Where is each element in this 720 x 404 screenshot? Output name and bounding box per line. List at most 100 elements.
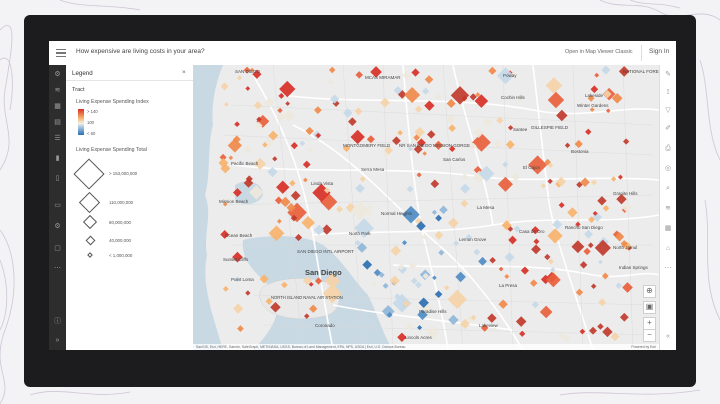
tract-symbol[interactable] bbox=[505, 140, 515, 150]
tract-symbol[interactable] bbox=[588, 216, 595, 223]
tract-symbol[interactable] bbox=[472, 132, 491, 152]
tract-symbol[interactable] bbox=[393, 86, 403, 95]
tract-symbol[interactable] bbox=[236, 75, 243, 81]
tract-symbol[interactable] bbox=[304, 313, 310, 319]
tract-symbol[interactable] bbox=[389, 275, 400, 286]
tract-symbol[interactable] bbox=[531, 244, 541, 255]
tract-symbol[interactable] bbox=[402, 240, 408, 246]
tract-symbol[interactable] bbox=[528, 155, 548, 175]
tract-symbol[interactable] bbox=[594, 72, 600, 78]
tract-symbol[interactable] bbox=[556, 176, 567, 187]
list-icon[interactable]: ☰ bbox=[54, 135, 61, 142]
tract-symbol[interactable] bbox=[224, 102, 229, 107]
tract-symbol[interactable] bbox=[315, 132, 322, 139]
expand-icon[interactable]: » bbox=[55, 337, 60, 344]
tract-symbol[interactable] bbox=[504, 273, 510, 279]
tract-symbol[interactable] bbox=[232, 188, 242, 198]
chart-icon[interactable]: ▮ bbox=[55, 155, 60, 162]
tract-symbol[interactable] bbox=[283, 110, 296, 122]
tract-symbol[interactable] bbox=[580, 177, 590, 187]
tract-symbol[interactable] bbox=[362, 259, 373, 270]
tract-symbol[interactable] bbox=[314, 106, 322, 115]
folder-icon[interactable]: ▭ bbox=[54, 202, 61, 209]
tract-symbol[interactable] bbox=[602, 326, 613, 338]
tract-symbol[interactable] bbox=[430, 179, 440, 189]
tract-symbol[interactable] bbox=[474, 94, 489, 108]
tract-symbol[interactable] bbox=[404, 86, 421, 104]
tract-symbol[interactable] bbox=[276, 218, 282, 224]
tract-symbol[interactable] bbox=[277, 107, 283, 114]
tract-symbol[interactable] bbox=[494, 139, 503, 148]
tract-symbol[interactable] bbox=[343, 108, 353, 118]
tract-symbol[interactable] bbox=[460, 79, 466, 85]
tract-symbol[interactable] bbox=[547, 162, 554, 169]
tract-symbol[interactable] bbox=[285, 101, 290, 106]
tract-symbol[interactable] bbox=[359, 176, 366, 182]
basemap-icon[interactable]: ▦ bbox=[664, 225, 672, 232]
tract-symbol[interactable] bbox=[594, 239, 611, 256]
tract-symbol[interactable] bbox=[584, 229, 593, 239]
tract-symbol[interactable] bbox=[610, 176, 617, 182]
powered-by-esri-link[interactable]: Powered by Esri bbox=[631, 345, 656, 349]
tract-symbol[interactable] bbox=[434, 290, 443, 299]
tract-symbol[interactable] bbox=[590, 85, 599, 94]
tract-symbol[interactable] bbox=[392, 136, 401, 146]
tract-symbol[interactable] bbox=[302, 160, 311, 169]
tract-symbol[interactable] bbox=[237, 325, 244, 333]
tract-symbol[interactable] bbox=[448, 314, 459, 326]
tract-symbol[interactable] bbox=[227, 138, 243, 153]
tract-symbol[interactable] bbox=[548, 258, 554, 265]
tract-symbol[interactable] bbox=[447, 289, 467, 310]
tract-symbol[interactable] bbox=[575, 288, 584, 297]
tract-symbol[interactable] bbox=[413, 134, 420, 141]
tract-symbol[interactable] bbox=[448, 217, 459, 229]
tract-symbol[interactable] bbox=[220, 230, 230, 239]
tract-symbol[interactable] bbox=[602, 205, 610, 212]
tract-symbol[interactable] bbox=[354, 107, 363, 116]
tract-symbol[interactable] bbox=[397, 130, 403, 136]
tract-symbol[interactable] bbox=[511, 172, 521, 182]
sketch-icon[interactable]: ✎ bbox=[665, 71, 671, 78]
tract-symbol[interactable] bbox=[475, 92, 481, 98]
tract-symbol[interactable] bbox=[278, 103, 283, 109]
tract-symbol[interactable] bbox=[278, 92, 285, 99]
edit-icon[interactable]: ✐ bbox=[665, 125, 671, 132]
tract-symbol[interactable] bbox=[601, 65, 611, 75]
tract-symbol[interactable] bbox=[473, 248, 481, 256]
tract-symbol[interactable] bbox=[483, 117, 494, 128]
home-icon[interactable]: ⌂ bbox=[665, 245, 671, 252]
tract-symbol[interactable] bbox=[220, 82, 229, 91]
tract-symbol[interactable] bbox=[610, 332, 620, 342]
expand-icon[interactable]: « bbox=[666, 333, 670, 340]
tract-symbol[interactable] bbox=[290, 142, 298, 150]
tract-symbol[interactable] bbox=[245, 86, 251, 91]
tract-symbol[interactable] bbox=[276, 180, 290, 194]
tract-symbol[interactable] bbox=[366, 209, 373, 217]
tract-symbol[interactable] bbox=[305, 126, 314, 136]
tract-symbol[interactable] bbox=[611, 92, 623, 104]
tract-symbol[interactable] bbox=[562, 334, 571, 343]
table-icon[interactable]: ▤ bbox=[54, 119, 61, 126]
tract-symbol[interactable] bbox=[219, 153, 227, 161]
tract-symbol[interactable] bbox=[245, 290, 251, 296]
info-icon[interactable]: ⓘ bbox=[54, 318, 61, 325]
tract-symbol[interactable] bbox=[470, 314, 477, 321]
tract-symbol[interactable] bbox=[459, 319, 470, 329]
tract-symbol[interactable] bbox=[496, 67, 514, 85]
tract-symbol[interactable] bbox=[392, 293, 412, 313]
tract-symbol[interactable] bbox=[444, 285, 450, 291]
tract-symbol[interactable] bbox=[410, 277, 418, 285]
tract-symbol[interactable] bbox=[243, 144, 253, 155]
tract-symbol[interactable] bbox=[498, 266, 504, 272]
tract-symbol[interactable] bbox=[350, 201, 370, 221]
tract-symbol[interactable] bbox=[492, 327, 497, 332]
tract-symbol[interactable] bbox=[598, 298, 607, 307]
tract-symbol[interactable] bbox=[519, 330, 526, 337]
tract-symbol[interactable] bbox=[301, 215, 315, 230]
tract-symbol[interactable] bbox=[504, 252, 515, 263]
tract-symbol[interactable] bbox=[434, 230, 444, 240]
tract-symbol[interactable] bbox=[446, 115, 456, 124]
tract-symbol[interactable] bbox=[585, 128, 592, 136]
tract-symbol[interactable] bbox=[556, 109, 568, 122]
tract-symbol[interactable] bbox=[539, 305, 553, 319]
